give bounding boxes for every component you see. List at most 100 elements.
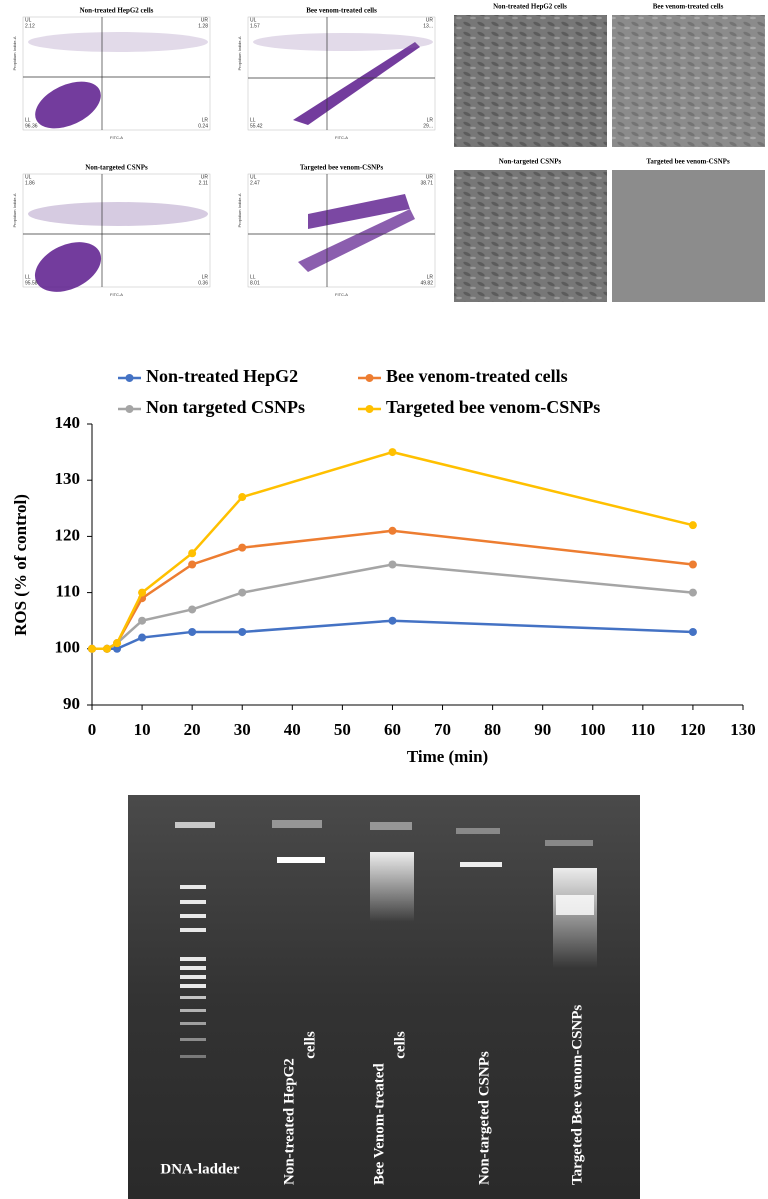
quadrant-value: 8.01 (250, 280, 260, 286)
data-point (188, 560, 197, 569)
quadrant-value: 1.57 (250, 23, 260, 29)
micrograph (612, 15, 765, 147)
flow-x-label: FITC-A (335, 135, 348, 140)
x-tick-label: 0 (88, 720, 97, 739)
x-tick-label: 70 (434, 720, 451, 739)
data-point (238, 493, 247, 502)
data-point (388, 526, 397, 535)
quadrant-value: 49.82 (420, 280, 433, 286)
y-tick-label: 140 (55, 413, 81, 432)
quadrant-value: 55.42 (250, 123, 263, 129)
quadrant-name: LR (202, 117, 209, 123)
x-tick-label: 110 (631, 720, 656, 739)
quadrant-value: 1.28 (198, 23, 208, 29)
data-point (688, 521, 697, 530)
plot-frame (247, 16, 436, 131)
quadrant-value: 2.12 (25, 23, 35, 29)
flow-title: Bee venom-treated cells (306, 7, 377, 15)
quadrant-name: LL (25, 117, 31, 123)
x-tick-label: 10 (134, 720, 151, 739)
flow-cytometry: Non-treated HepG2 cellsUL2.12UR1.28LL96.… (12, 7, 436, 297)
legend-label: Non-treated HepG2 (146, 366, 298, 386)
x-tick-label: 60 (384, 720, 401, 739)
data-point (688, 588, 697, 597)
gel-lane-label: cells (392, 1031, 408, 1059)
cell-cloud (34, 242, 102, 292)
x-tick-label: 130 (730, 720, 756, 739)
quadrant-value: 1.86 (25, 180, 35, 186)
data-point (688, 627, 697, 636)
flow-y-label: Propidium Iodide-A (12, 193, 17, 227)
flow-panel: Non-treated HepG2 cells UL2.12 UR1.28 LL96.… (12, 7, 211, 140)
legend-marker (125, 405, 134, 413)
data-point (388, 616, 397, 625)
data-point (138, 588, 147, 597)
y-tick-label: 100 (55, 638, 81, 657)
series-line (92, 563, 694, 651)
y-tick-label: 110 (55, 582, 80, 601)
quadrant-name: LL (25, 274, 31, 280)
flow-x-label: FITC-A (110, 135, 123, 140)
quadrant-value: 0.36 (198, 280, 208, 286)
gel-lane-label: Non-targeted CSNPs (476, 1051, 492, 1185)
flow-y-label: Propidium Iodide-A (12, 36, 17, 70)
data-point (113, 639, 122, 648)
series-line (92, 529, 694, 651)
gel-lane-label: Bee Venom-treated (371, 1063, 387, 1185)
x-tick-label: 40 (284, 720, 301, 739)
legend-marker (365, 374, 374, 382)
data-point (388, 560, 397, 569)
quadrant-name: LR (427, 117, 434, 123)
quadrant-name: LR (202, 274, 209, 280)
x-tick-label: 50 (334, 720, 351, 739)
gel-ladder-label: DNA-ladder (160, 1161, 240, 1177)
quadrant-value: 13... (423, 23, 433, 29)
y-axis-title: ROS (% of control) (11, 494, 30, 636)
quadrant-name: UR (201, 174, 209, 180)
data-point (138, 633, 147, 642)
micrograph-title: Targeted bee venom-CSNPs (646, 158, 730, 166)
data-point (238, 627, 247, 636)
gel-lane-label: cells (302, 1031, 318, 1059)
gel-image: DNA-ladder Non-treated HepG2 cells Bee Ven… (128, 795, 640, 1199)
quadrant-name: UL (25, 17, 32, 23)
legend-label: Bee venom-treated cells (386, 366, 568, 386)
micrographs: Non-treated HepG2 cells Bee venom-treated… (454, 3, 765, 302)
data-point (88, 644, 96, 653)
y-tick-label: 130 (55, 469, 81, 488)
cell-cloud (28, 32, 208, 52)
flow-title: Non-targeted CSNPs (85, 164, 148, 172)
cell-cloud (293, 42, 420, 125)
flow-y-label: Propidium Iodide-A (237, 193, 242, 227)
x-tick-label: 100 (580, 720, 606, 739)
y-tick-label: 90 (63, 694, 80, 713)
quadrant-name: UR (426, 17, 434, 23)
quadrant-value: 2.11 (199, 180, 209, 186)
quadrant-value: 2.47 (250, 180, 260, 186)
data-point (138, 616, 147, 625)
data-point (188, 605, 197, 614)
legend-label: Non targeted CSNPs (146, 397, 305, 417)
quadrant-name: LL (250, 117, 256, 123)
quadrant-name: UL (250, 174, 257, 180)
flow-y-label: Propidium Iodide-A (237, 36, 242, 70)
micrograph (612, 170, 765, 302)
data-point (238, 543, 247, 552)
micrograph-title: Non-treated HepG2 cells (493, 3, 567, 11)
gel-lane-label: Targeted Bee venom-CSNPs (569, 1005, 585, 1185)
plot-frame (247, 173, 436, 288)
x-tick-label: 90 (534, 720, 551, 739)
flow-title: Non-treated HepG2 cells (80, 7, 154, 15)
cell-cloud (253, 33, 433, 51)
quadrant-value: 29... (423, 123, 433, 129)
data-point (388, 448, 397, 457)
micrograph-title: Non-targeted CSNPs (499, 158, 562, 166)
y-tick-label: 120 (55, 525, 81, 544)
cell-cloud (308, 194, 410, 229)
flow-x-label: FITC-A (110, 292, 123, 297)
quadrant-value: 0.24 (198, 123, 208, 129)
data-point (238, 588, 247, 597)
